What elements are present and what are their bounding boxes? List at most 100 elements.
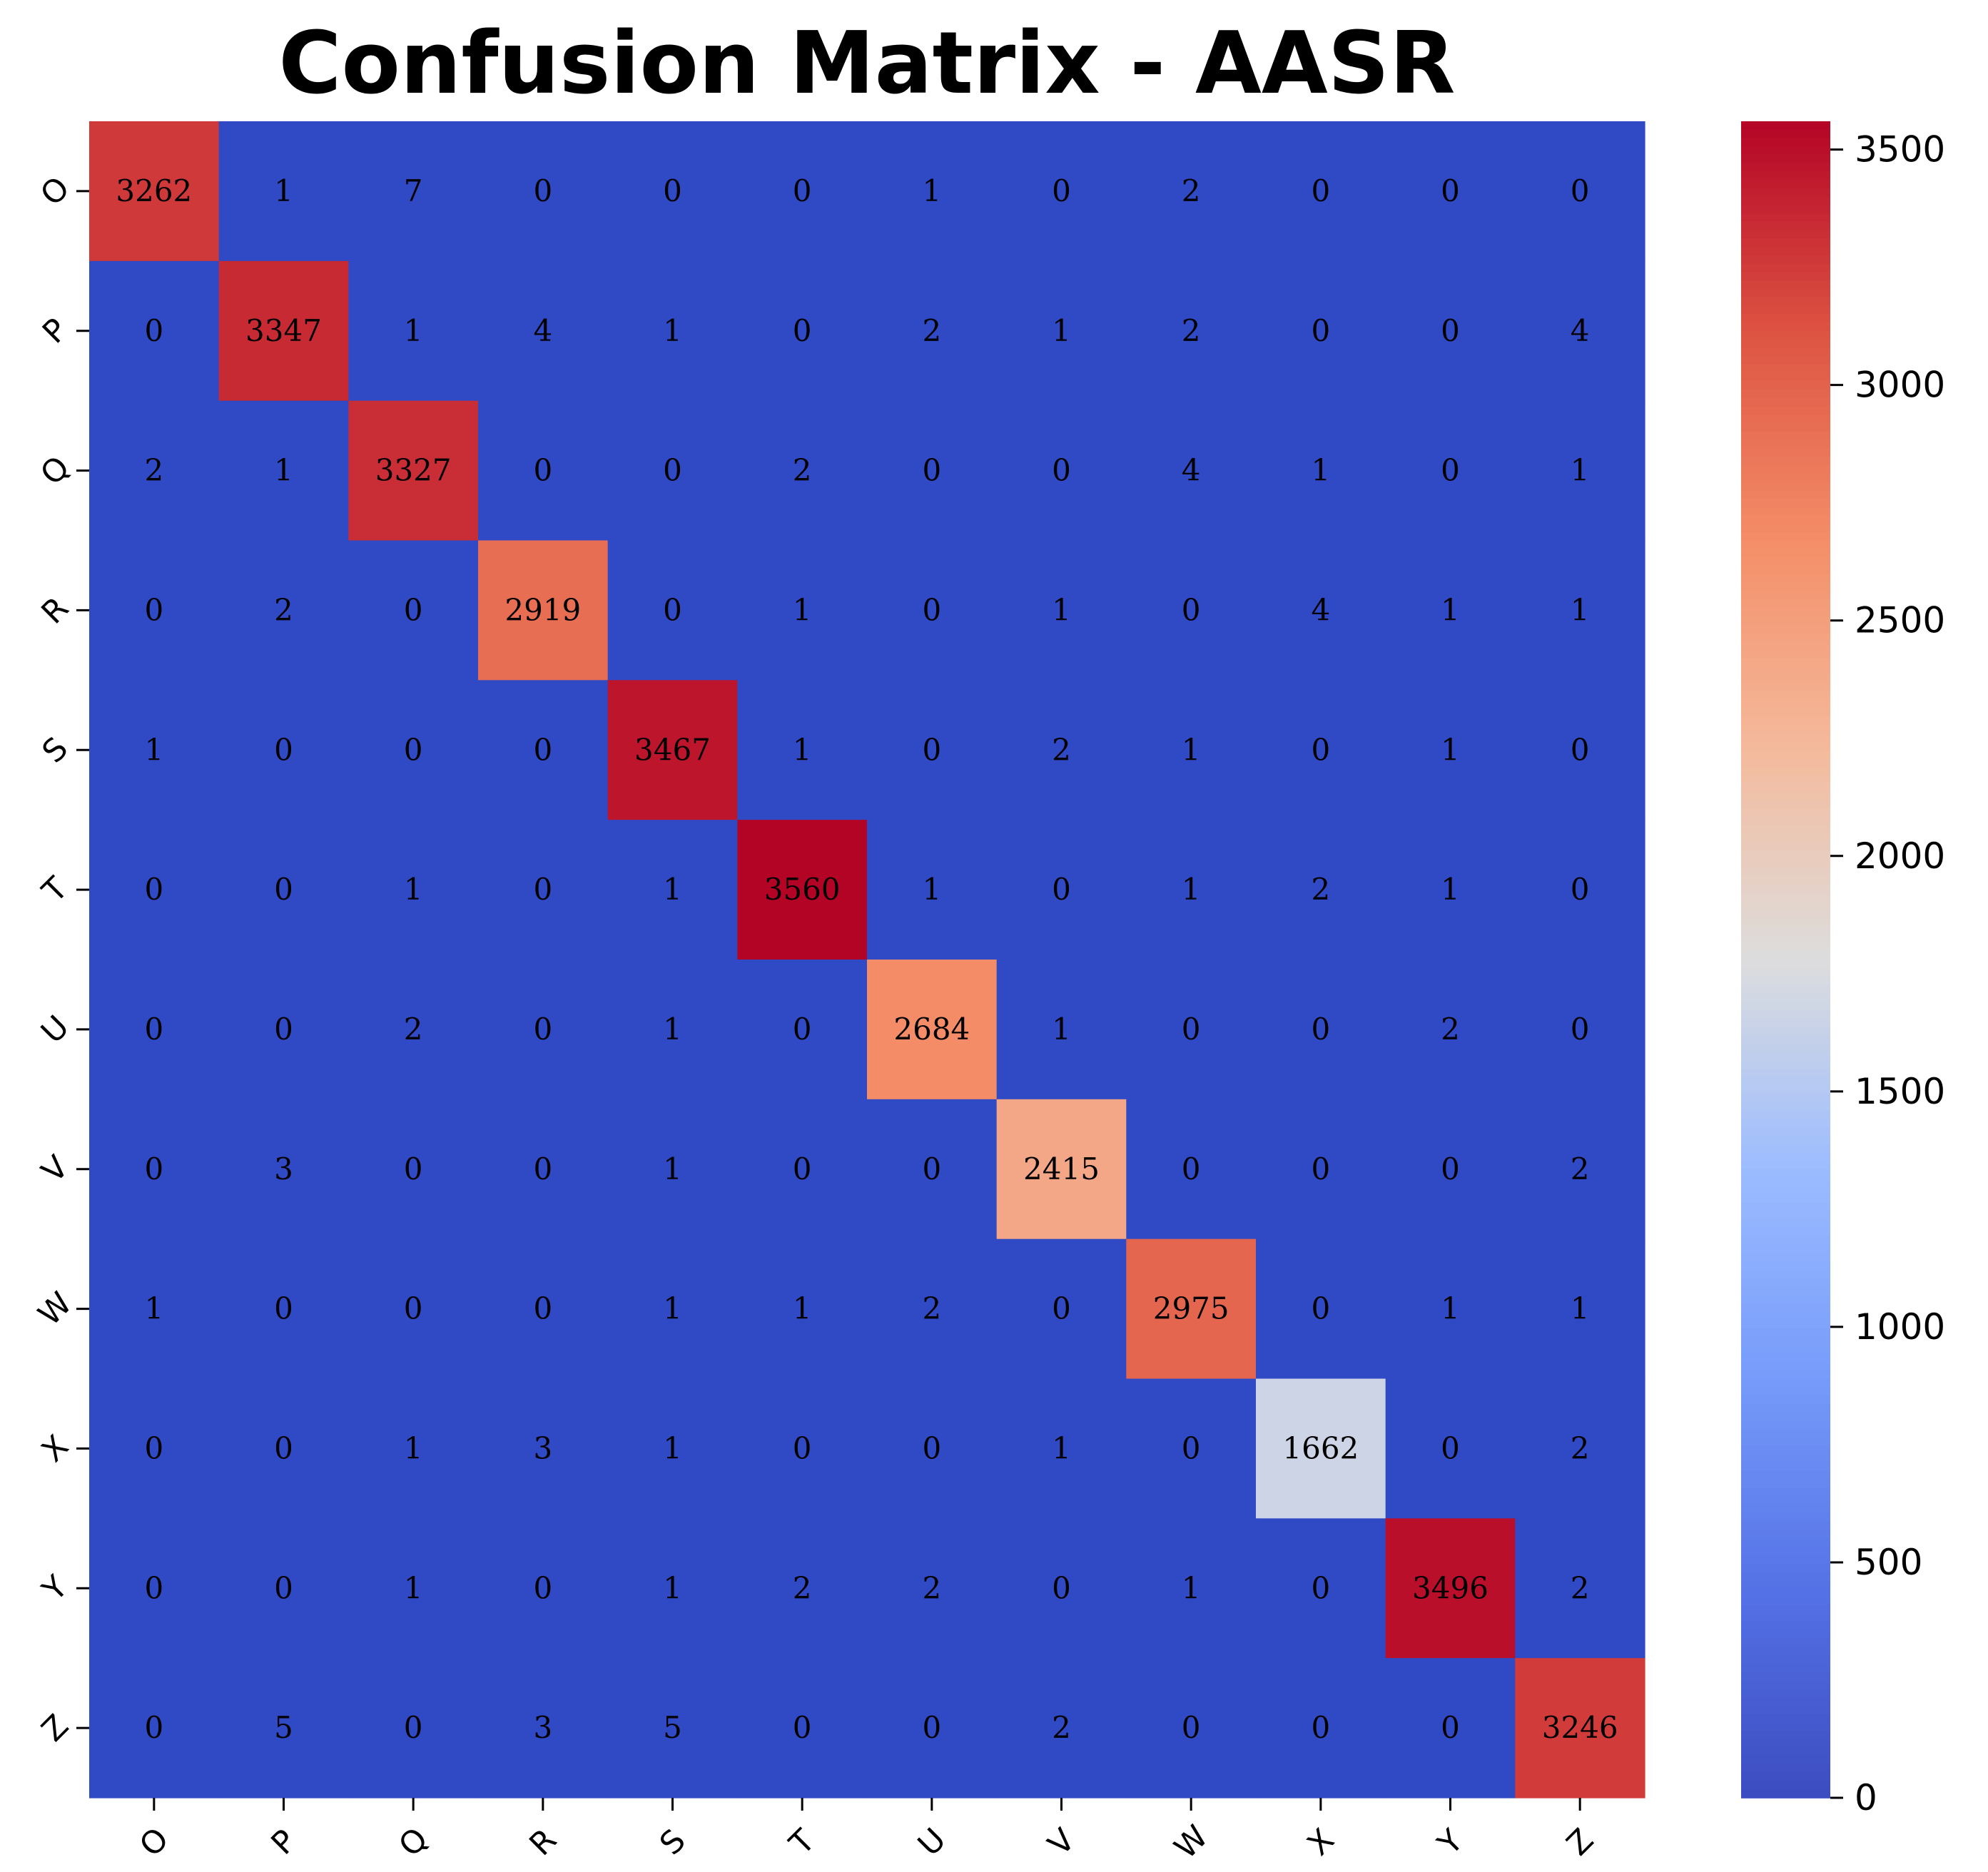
cell-value-label: 2	[1311, 872, 1330, 907]
colorbar-segment	[1741, 498, 1830, 508]
heatmap-cell-Q-O	[89, 400, 220, 541]
colorbar-segment	[1741, 222, 1830, 231]
y-tick-label-U: U	[34, 1009, 76, 1051]
colorbar-segment	[1741, 1052, 1830, 1061]
heatmap-cell-V-T	[737, 1099, 868, 1240]
colorbar-segment	[1741, 1479, 1830, 1489]
colorbar-segment	[1741, 666, 1830, 676]
heatmap-cell-R-R	[478, 540, 609, 681]
colorbar-segment	[1741, 1253, 1830, 1262]
cell-value-label: 3347	[245, 313, 322, 348]
cell-value-label: 0	[1441, 453, 1460, 488]
heatmap-cell-P-W	[1126, 260, 1257, 402]
colorbar-segment	[1741, 641, 1830, 651]
colorbar-segment	[1741, 1563, 1830, 1572]
cell-value-label: 0	[1311, 1291, 1330, 1326]
cell-value-label: 2415	[1023, 1151, 1100, 1186]
heatmap-cell-Z-V	[996, 1658, 1127, 1799]
y-tick-label-P: P	[36, 312, 75, 351]
colorbar-segment	[1741, 1077, 1830, 1087]
colorbar-segment	[1741, 557, 1830, 566]
heatmap-cell-P-Y	[1385, 260, 1516, 402]
colorbar-tick-label: 2000	[1855, 835, 1945, 877]
heatmap-cell-P-X	[1256, 260, 1386, 402]
cell-value-label: 1	[922, 872, 941, 907]
heatmap-cell-Y-P	[218, 1518, 349, 1659]
colorbar-segment	[1741, 1219, 1830, 1228]
cell-value-label: 0	[1311, 1012, 1330, 1047]
colorbar-segment	[1741, 272, 1830, 282]
heatmap-cell-S-X	[1256, 680, 1386, 820]
cell-value-label: 3	[274, 1151, 293, 1186]
heatmap-cell-U-V	[996, 960, 1127, 1100]
cell-value-label: 1	[663, 313, 682, 348]
cell-value-label: 1	[404, 1570, 423, 1605]
heatmap-cell-U-O	[89, 960, 220, 1100]
cell-value-label: 0	[663, 173, 682, 208]
cell-value-label: 0	[533, 872, 552, 907]
cell-value-label: 1	[793, 1291, 812, 1326]
cell-value-label: 1	[1441, 732, 1460, 767]
cell-value-label: 0	[144, 1151, 163, 1186]
cell-value-label: 1	[1052, 592, 1071, 627]
colorbar-segment	[1741, 1571, 1830, 1581]
colorbar-segment	[1741, 1555, 1830, 1564]
colorbar-segment	[1741, 507, 1830, 517]
heatmap-cell-O-U	[867, 121, 998, 262]
cell-value-label: 0	[533, 1151, 552, 1186]
cell-value-label: 1	[404, 313, 423, 348]
colorbar-segment	[1741, 1027, 1830, 1036]
colorbar-segment	[1741, 976, 1830, 986]
cell-value-label: 1	[793, 732, 812, 767]
colorbar-segment	[1741, 289, 1830, 298]
cell-value-label: 2	[144, 453, 163, 488]
colorbar-segment	[1741, 599, 1830, 609]
heatmap-cell-O-Z	[1515, 121, 1645, 262]
colorbar-segment	[1741, 993, 1830, 1002]
colorbar-segment	[1741, 1269, 1830, 1279]
cell-value-label: 2	[1182, 313, 1201, 348]
heatmap-cell-U-Y	[1385, 960, 1516, 1100]
cell-value-label: 0	[533, 1291, 552, 1326]
heatmap-cell-U-Q	[348, 960, 479, 1100]
colorbar-segment	[1741, 1018, 1830, 1027]
x-tick-label-T: T	[782, 1823, 822, 1863]
colorbar: 0 500 1000 1500 2000 2500 3000 3500	[1741, 121, 1945, 1818]
colorbar-segment	[1741, 1747, 1830, 1757]
heatmap-cell-R-Y	[1385, 540, 1516, 681]
cell-value-label: 5	[274, 1710, 293, 1745]
heatmap-cell-Z-O	[89, 1658, 220, 1799]
heatmap-cell-U-U	[867, 960, 998, 1100]
cell-value-label: 0	[1441, 1430, 1460, 1465]
heatmap-cell-X-X	[1256, 1378, 1386, 1519]
colorbar-segment	[1741, 1454, 1830, 1463]
cell-value-label: 0	[144, 1012, 163, 1047]
heatmap-cell-T-R	[478, 820, 609, 960]
colorbar-segment	[1741, 464, 1830, 474]
cell-value-label: 7	[404, 173, 423, 208]
colorbar-segment	[1741, 423, 1830, 432]
colorbar-tick-label: 3000	[1855, 365, 1945, 406]
heatmap-cell-W-Z	[1515, 1238, 1645, 1380]
cell-value-label: 0	[922, 732, 941, 767]
colorbar-segment	[1741, 406, 1830, 416]
heatmap-cell-W-V	[996, 1238, 1127, 1380]
colorbar-segment	[1741, 951, 1830, 960]
colorbar-segment	[1741, 1320, 1830, 1329]
colorbar-segment	[1741, 414, 1830, 424]
heatmap-cell-P-O	[89, 260, 220, 402]
colorbar-segment	[1741, 783, 1830, 793]
colorbar-segment	[1741, 1194, 1830, 1204]
cell-value-label: 0	[1311, 173, 1330, 208]
heatmap-cell-X-V	[996, 1378, 1127, 1519]
heatmap-cell-S-Y	[1385, 680, 1516, 820]
cell-value-label: 0	[1311, 1570, 1330, 1605]
heatmap-cell-Y-V	[996, 1518, 1127, 1659]
y-tick-label-R: R	[35, 590, 76, 631]
colorbar-segment	[1741, 582, 1830, 591]
colorbar-segment	[1741, 515, 1830, 524]
heatmap-cell-O-W	[1126, 121, 1257, 262]
colorbar-segment	[1741, 531, 1830, 541]
cell-value-label: 0	[922, 453, 941, 488]
chart-title: Confusion Matrix - AASR	[278, 14, 1455, 113]
